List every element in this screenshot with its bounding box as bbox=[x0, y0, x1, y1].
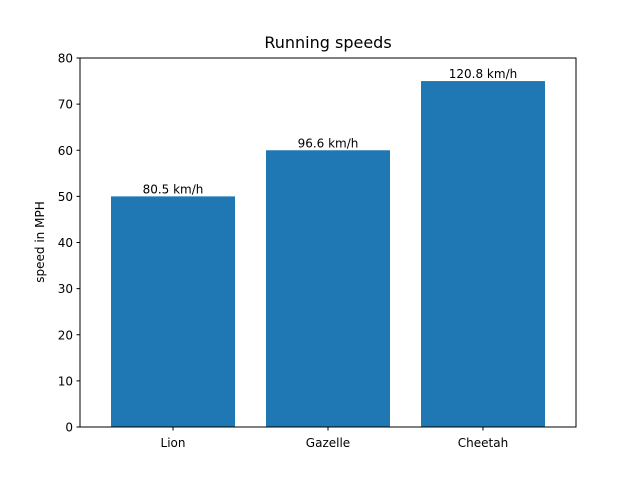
y-tick-label: 10 bbox=[58, 374, 73, 388]
y-tick-label: 80 bbox=[58, 52, 73, 66]
axes-frame bbox=[79, 57, 577, 428]
bar-cheetah bbox=[421, 81, 545, 427]
bars-group: 80.5 km/h 96.6 km/h 120.8 km/h bbox=[111, 67, 545, 427]
y-tick-label: 20 bbox=[58, 328, 73, 342]
chart-title: Running speeds bbox=[264, 33, 392, 52]
bar-lion bbox=[111, 196, 235, 427]
y-axis-label: speed in MPH bbox=[33, 201, 47, 282]
y-tick-label: 50 bbox=[58, 190, 73, 204]
y-tick-label: 60 bbox=[58, 144, 73, 158]
x-tick-label: Cheetah bbox=[458, 436, 508, 450]
x-tick-label: Lion bbox=[161, 436, 186, 450]
bar-value-label: 96.6 km/h bbox=[298, 136, 359, 150]
y-axis-ticks: 0 10 20 30 40 50 60 70 80 bbox=[58, 52, 80, 435]
x-tick-label: Gazelle bbox=[306, 436, 350, 450]
y-tick-label: 40 bbox=[58, 236, 73, 250]
bar-gazelle bbox=[266, 150, 390, 427]
y-tick-label: 0 bbox=[65, 421, 73, 435]
x-axis-ticks: Lion Gazelle Cheetah bbox=[161, 427, 508, 450]
y-tick-label: 70 bbox=[58, 98, 73, 112]
bar-value-label: 80.5 km/h bbox=[143, 182, 204, 196]
bar-value-label: 120.8 km/h bbox=[449, 67, 517, 81]
y-tick-label: 30 bbox=[58, 282, 73, 296]
